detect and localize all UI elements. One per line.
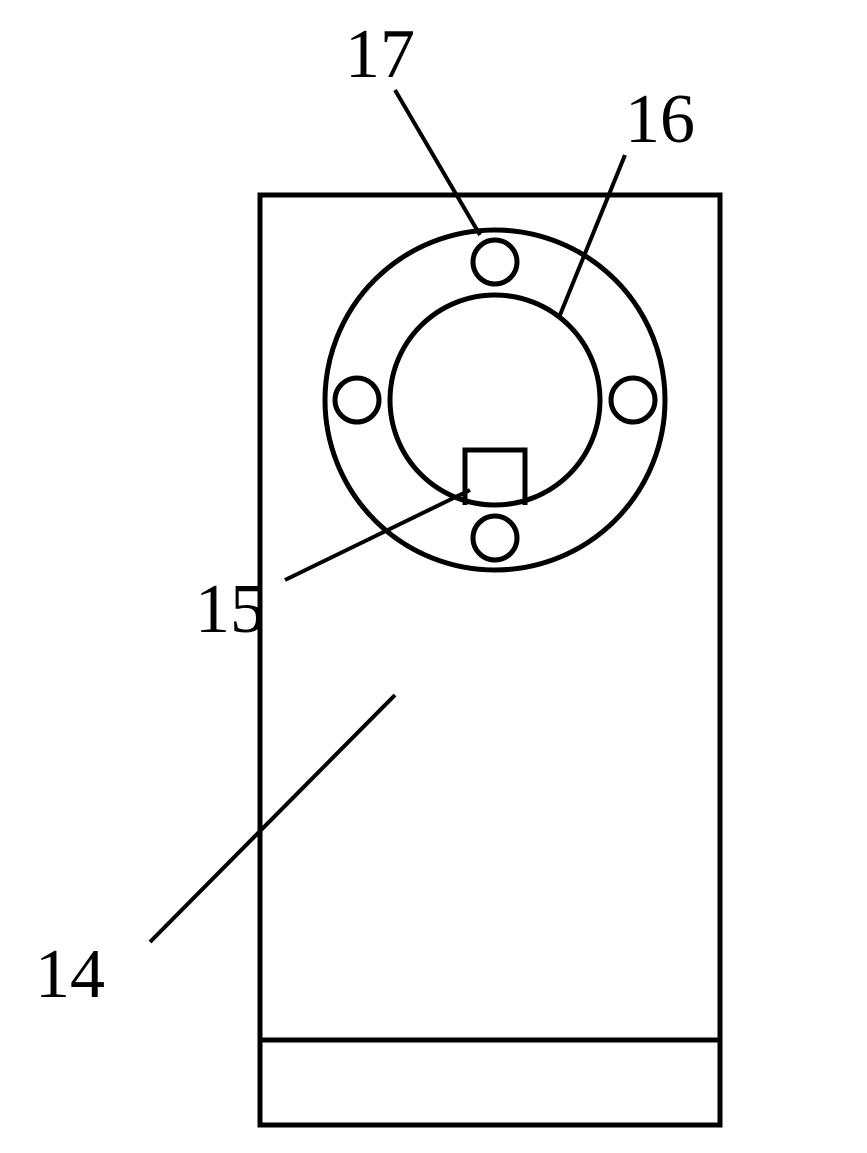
label-14: 14	[35, 935, 105, 1015]
leader-16	[560, 155, 625, 315]
label-17: 17	[345, 15, 415, 95]
inner-ring	[390, 295, 600, 505]
bolt-hole-right	[611, 378, 655, 422]
bolt-hole-top	[473, 240, 517, 284]
bearing-assembly	[325, 230, 665, 570]
leader-lines	[150, 90, 625, 942]
leader-15	[285, 490, 470, 580]
key-notch	[465, 450, 525, 505]
label-15: 15	[195, 570, 265, 650]
leader-17	[395, 90, 480, 235]
label-16: 16	[625, 80, 695, 160]
bolt-hole-left	[335, 378, 379, 422]
diagram-svg	[0, 0, 867, 1153]
leader-14	[150, 695, 395, 942]
bolt-hole-bottom	[473, 516, 517, 560]
